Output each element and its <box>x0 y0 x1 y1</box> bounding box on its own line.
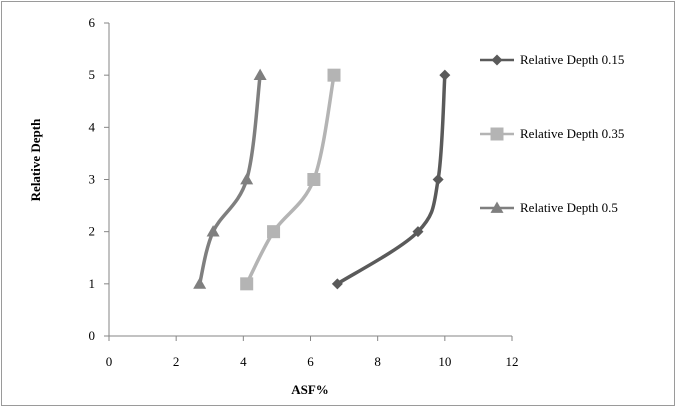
x-tick-label: 2 <box>173 354 180 369</box>
y-tick-label: 6 <box>89 15 96 30</box>
data-point-diamond <box>331 278 343 290</box>
y-tick-label: 1 <box>89 276 96 291</box>
x-tick-label: 6 <box>307 354 314 369</box>
data-point-square <box>327 68 341 82</box>
y-tick-label: 3 <box>89 172 96 187</box>
data-point-diamond <box>439 69 451 81</box>
data-point-triangle <box>253 68 267 81</box>
y-tick-label: 0 <box>89 328 96 343</box>
data-point-triangle <box>206 225 220 237</box>
legend: Relative Depth 0.15 Relative Depth 0.35 Re… <box>480 52 624 215</box>
y-tick-label: 4 <box>89 119 96 134</box>
data-point-square <box>267 225 281 239</box>
legend-marker-diamond <box>491 54 503 66</box>
data-point-square <box>307 173 321 186</box>
series-line <box>335 73 447 286</box>
data-point-square <box>240 277 254 291</box>
x-tick-label: 12 <box>506 354 519 369</box>
series-line <box>197 73 262 286</box>
y-axis-title: Relative Depth <box>28 118 43 201</box>
x-axis-title: ASF% <box>291 382 329 397</box>
x-tick-label: 4 <box>240 354 247 369</box>
x-tick-label: 0 <box>106 354 113 369</box>
x-tick-label: 10 <box>438 354 451 369</box>
y-tick-label: 2 <box>89 224 96 239</box>
legend-item: Relative Depth 0.15 <box>480 52 624 67</box>
data-point-triangle <box>240 173 254 185</box>
x-tick-label: 8 <box>374 354 381 369</box>
legend-item: Relative Depth 0.35 <box>480 126 624 141</box>
series-1 <box>331 69 451 290</box>
legend-marker-square <box>490 127 504 141</box>
legend-label: Relative Depth 0.35 <box>520 126 624 141</box>
series-3 <box>193 68 267 289</box>
series-line <box>244 73 336 286</box>
data-point-triangle <box>193 277 207 289</box>
legend-item: Relative Depth 0.5 <box>480 200 618 215</box>
legend-label: Relative Depth 0.15 <box>520 52 624 67</box>
data-point-diamond <box>432 174 444 185</box>
data-point-diamond <box>412 226 424 238</box>
series-2 <box>240 68 341 291</box>
legend-marker-triangle <box>490 201 504 213</box>
series-layer <box>193 68 451 291</box>
y-tick-label: 5 <box>89 67 96 82</box>
legend-label: Relative Depth 0.5 <box>520 200 618 215</box>
